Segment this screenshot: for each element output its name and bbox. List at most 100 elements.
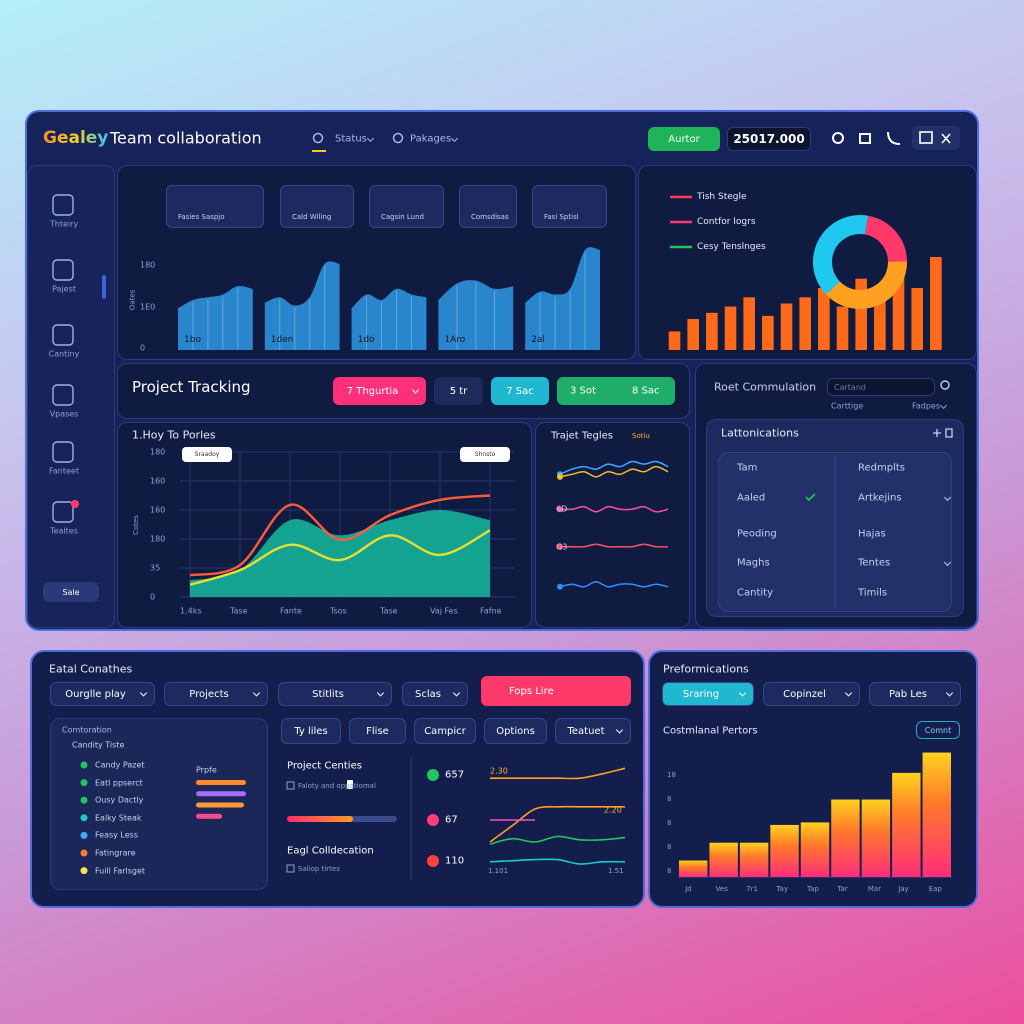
axis-label: Oates (128, 289, 137, 311)
nav-item[interactable]: Tealtes (50, 526, 78, 536)
tab[interactable]: Options (484, 718, 547, 744)
list-item[interactable]: Fuill Farlsget (95, 866, 146, 876)
tile-label: Cagsin Lund (381, 213, 424, 221)
nav-item[interactable]: Status (335, 134, 381, 145)
x-tick-label: Tap (807, 885, 819, 893)
list-item[interactable]: Artkejins (858, 493, 958, 504)
filter-button[interactable]: Stitlits (278, 682, 392, 706)
status-pill-text: 8 Sac (632, 385, 660, 397)
tab[interactable]: Campicr (414, 718, 476, 744)
chart-title: Costmlanal Pertors (663, 725, 758, 737)
status-pill[interactable]: 7 Thgurtia (333, 377, 426, 405)
nav-item[interactable]: Cantiny (48, 349, 80, 359)
tool-icon[interactable] (941, 133, 951, 144)
tile[interactable] (280, 185, 354, 228)
nav-item[interactable]: Thteiry (49, 219, 79, 229)
x-tick-label: Tay (776, 885, 789, 893)
line (490, 767, 626, 780)
counter[interactable]: 25017.000 (727, 127, 811, 151)
filter-button[interactable]: Projects (164, 682, 268, 706)
list-item[interactable]: Timils (858, 587, 888, 599)
y-label: 1E0 (140, 302, 156, 311)
badge[interactable]: Shnsto (460, 447, 510, 462)
list-item[interactable]: Cantity (737, 587, 773, 599)
tile[interactable] (369, 185, 444, 228)
y-label: 18 (667, 771, 676, 779)
bar (724, 306, 737, 350)
tab[interactable]: Ty liles (281, 718, 341, 744)
filter[interactable]: Fadpes (912, 402, 954, 411)
search-button[interactable] (832, 132, 844, 144)
icon (52, 324, 74, 346)
list-item[interactable]: Feasy Less (95, 830, 139, 840)
bar (706, 312, 718, 350)
tile[interactable] (166, 185, 264, 228)
filter-button[interactable]: Pab Les (869, 682, 961, 706)
x-tick-label: 1.4ks (180, 606, 202, 616)
list-item[interactable]: Redmplts (858, 462, 905, 474)
progress-knob (347, 780, 353, 789)
bar (892, 263, 905, 350)
filter-button[interactable]: Ourglle play (50, 682, 155, 706)
search-input[interactable]: Cartand (827, 378, 935, 396)
list-item[interactable]: Candy Pazet (95, 760, 145, 770)
bar (196, 813, 222, 819)
filter-button[interactable]: Sraring (662, 682, 754, 706)
list-item[interactable]: Ousy Dactly (95, 795, 144, 805)
y-label: 160 (150, 476, 166, 486)
list-item[interactable]: Ealky Steak (95, 813, 142, 823)
bar (831, 799, 860, 877)
nav-item[interactable]: Vpases (49, 409, 79, 419)
filter-button[interactable]: Copinzel (763, 682, 860, 706)
action-button[interactable]: Comnt (916, 721, 960, 739)
action-button[interactable]: Aurtor (648, 127, 720, 151)
area (190, 510, 490, 597)
status-pill[interactable]: 5 tr (434, 377, 483, 405)
x-tick-label: Eap (928, 885, 942, 893)
filter-button[interactable]: Fops Lire (481, 676, 631, 706)
y-label: 0 (140, 343, 146, 353)
add-icon (933, 428, 953, 438)
lock-button[interactable] (859, 133, 871, 144)
area (438, 280, 514, 350)
filter[interactable]: Carttige (831, 401, 864, 411)
tool-icon[interactable] (919, 131, 933, 144)
status-pill[interactable]: 7 Sac (491, 377, 549, 405)
filter-button[interactable]: Sclas (402, 682, 468, 706)
section-title: Eagl Colldecation (287, 845, 374, 857)
search-icon[interactable] (940, 380, 950, 390)
list-item[interactable]: Tentes (858, 558, 958, 569)
icon (52, 194, 74, 216)
nav-item[interactable]: Pakages (410, 134, 465, 145)
list-item[interactable]: Tam (737, 462, 758, 474)
list-item[interactable]: Peoding (737, 528, 777, 540)
nav-item[interactable]: Pajest (52, 284, 76, 294)
list-item[interactable]: Aaled (737, 492, 766, 504)
sparkline (559, 465, 669, 478)
progress-bar (287, 816, 353, 822)
x-tick-label: Tsos (330, 606, 347, 616)
group-label: 1do (357, 335, 375, 345)
bar (687, 319, 699, 350)
sidebar-button[interactable]: Sale (43, 582, 99, 602)
list-item[interactable]: Maghs (737, 557, 770, 569)
nav-item[interactable]: Fanteet (49, 466, 79, 476)
list-item[interactable]: Fatingrare (95, 848, 136, 858)
spark-panel (535, 422, 690, 628)
phone-button[interactable] (887, 131, 901, 145)
bar (739, 842, 769, 877)
list-item[interactable]: Hajas (858, 528, 886, 540)
badge[interactable]: Sraadoy (182, 447, 232, 462)
subtitle: Faloty and oppatiomal (298, 782, 376, 790)
tab[interactable]: Flise (349, 718, 406, 744)
bar (861, 799, 891, 877)
tile[interactable] (532, 185, 607, 228)
tile[interactable] (459, 185, 517, 228)
list-item[interactable]: Eatl ppserct (95, 778, 143, 788)
status-pill[interactable] (557, 377, 675, 405)
icon (286, 781, 295, 790)
x-tick-label: 7r1 (746, 885, 758, 893)
legend-dot (80, 867, 88, 875)
line (489, 835, 626, 845)
tab[interactable]: Teatuet (555, 718, 631, 744)
